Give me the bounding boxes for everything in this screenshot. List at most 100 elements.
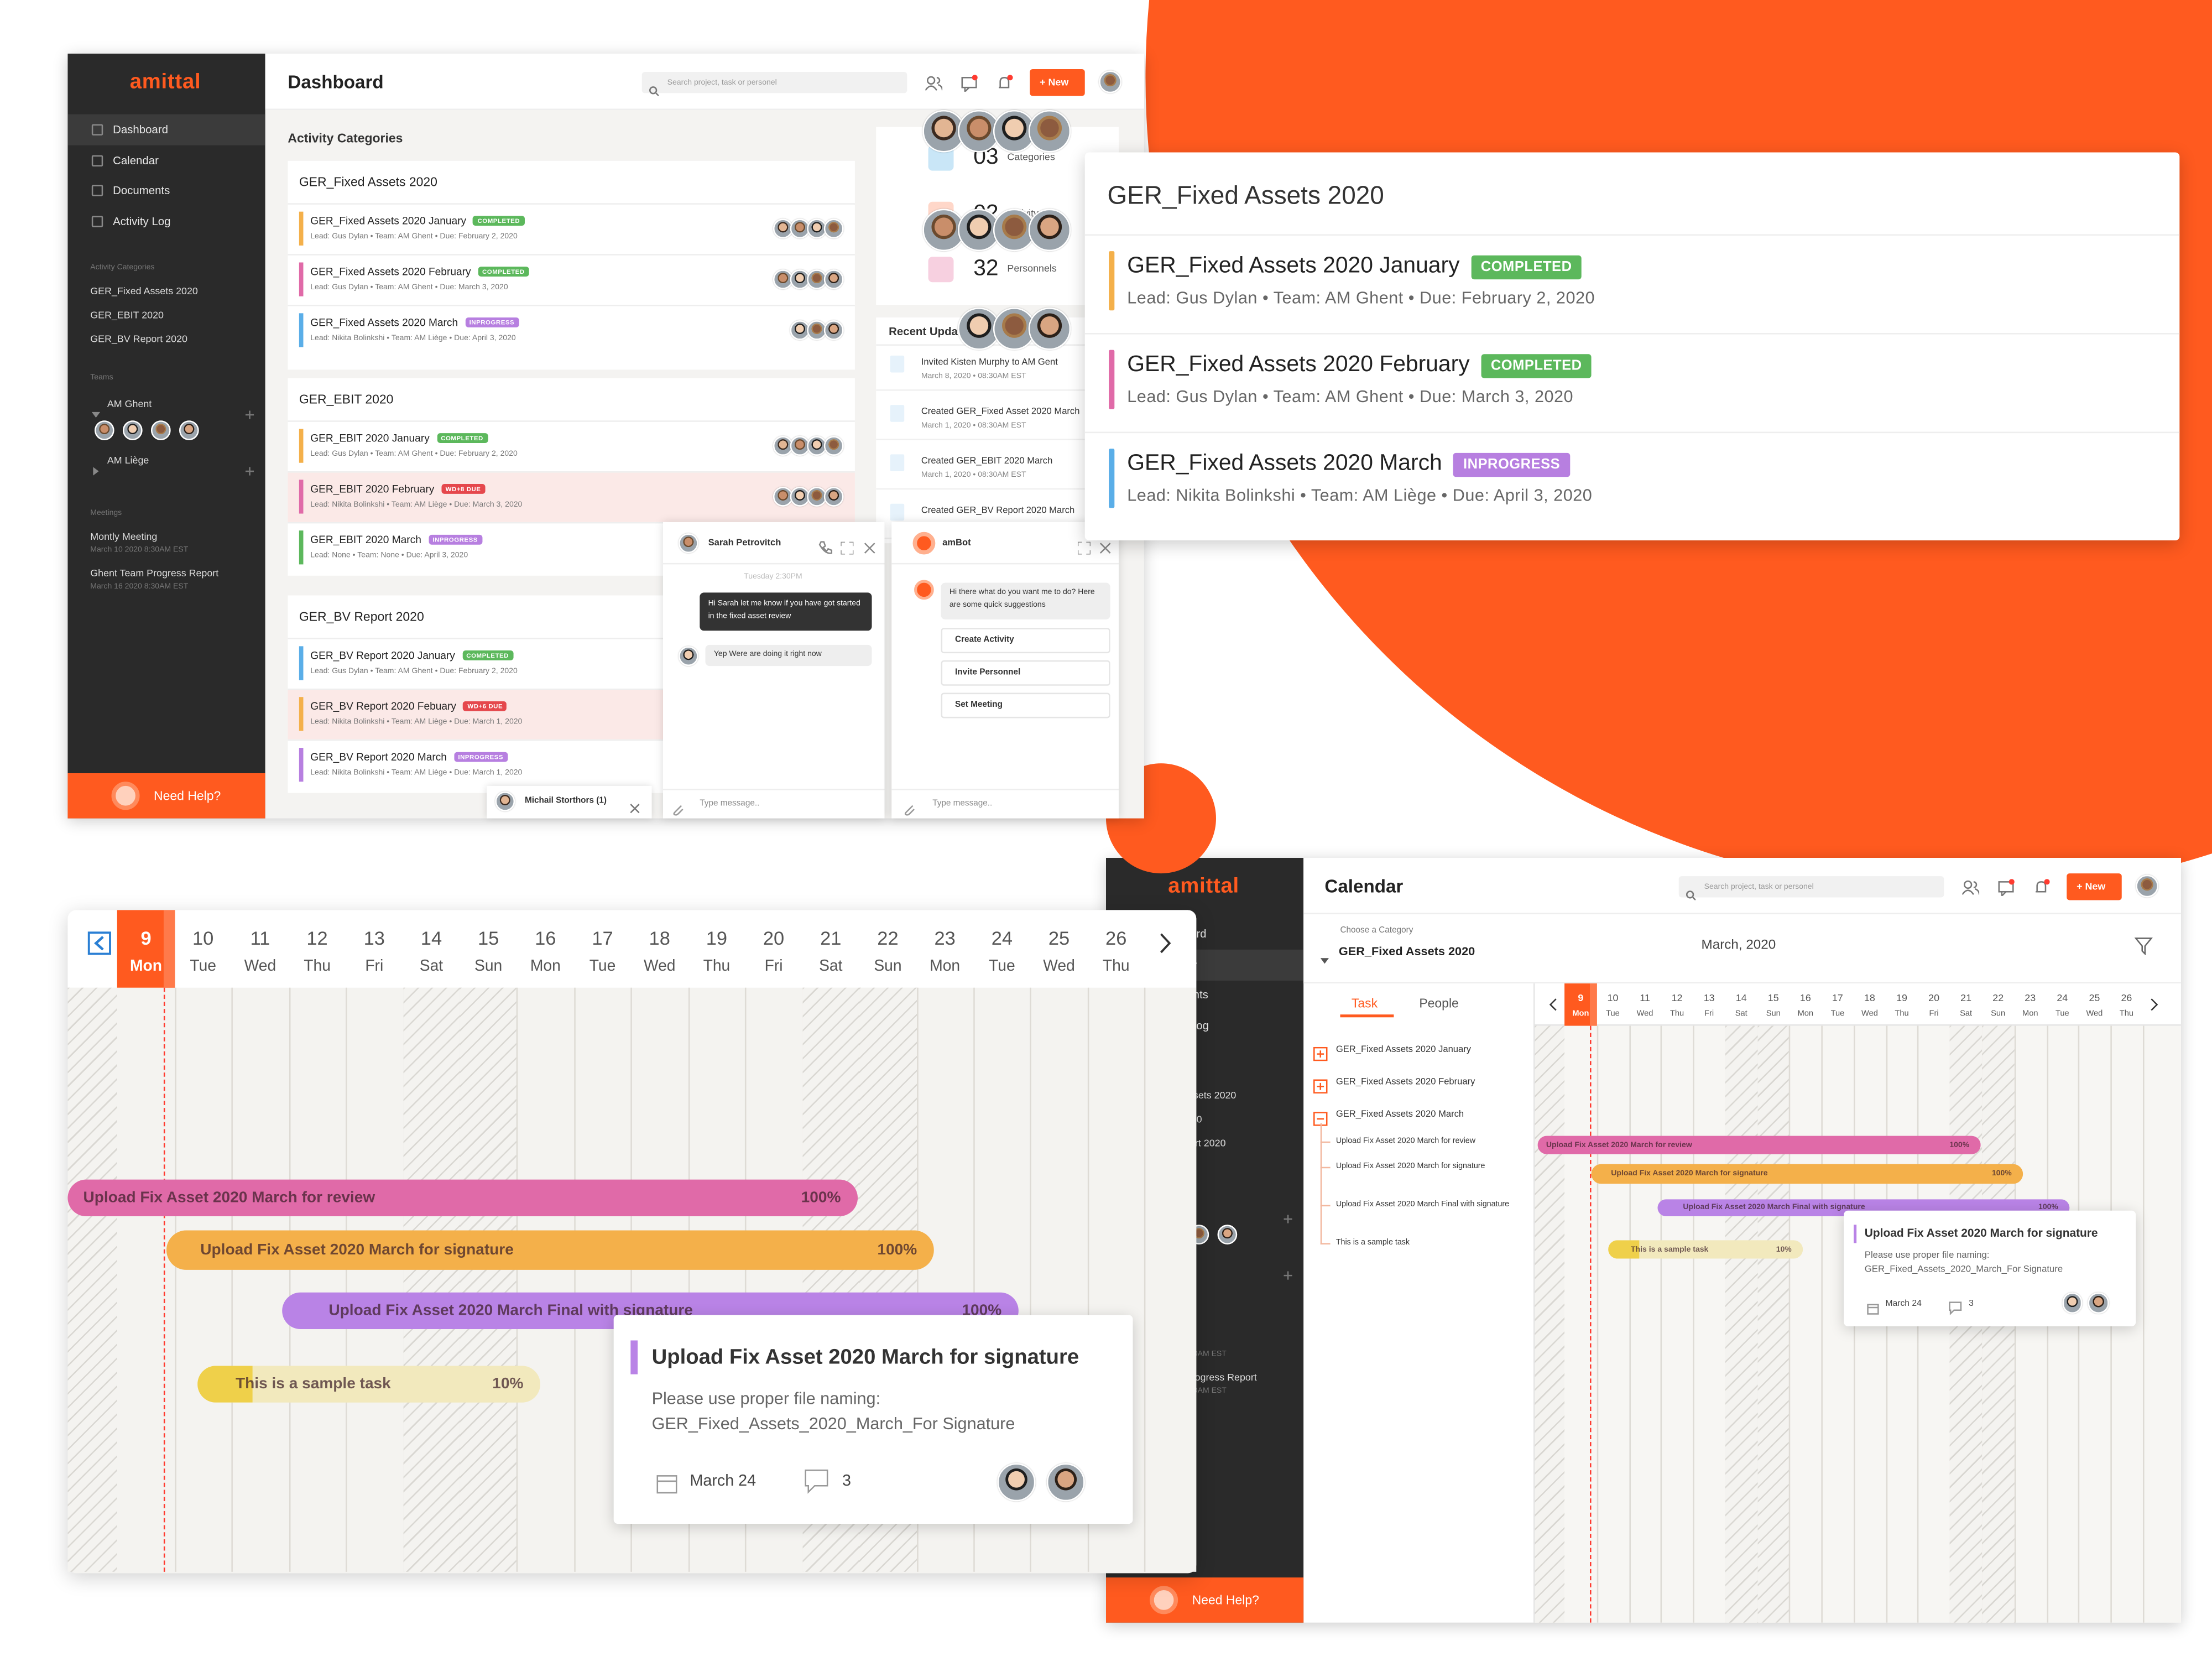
bot-input[interactable]: Type message.. bbox=[932, 800, 993, 809]
tab[interactable]: People bbox=[1419, 996, 1459, 1011]
weekday: Tue bbox=[989, 957, 1015, 975]
popup-comments: 3 bbox=[842, 1473, 851, 1490]
close-icon bbox=[629, 796, 640, 814]
minimized-chat-name[interactable]: Michail Storthors (1) bbox=[524, 797, 607, 806]
avatar bbox=[1028, 209, 1071, 252]
add-icon bbox=[245, 400, 254, 419]
weekday: Thu bbox=[2119, 1009, 2134, 1018]
sidebar-category[interactable]: GER_EBIT 2020 bbox=[90, 311, 164, 321]
tree-item[interactable]: GER_Fixed Assets 2020 March bbox=[1335, 1110, 1464, 1120]
task-bar[interactable]: Upload Fix Asset 2020 March for signatur… bbox=[166, 1230, 934, 1270]
item-title-row[interactable]: GER_Fixed Assets 2020 January COMPLETED bbox=[310, 213, 524, 227]
item-title-row[interactable]: GER_EBIT 2020 February WD+8 DUE bbox=[310, 481, 486, 496]
chat-input[interactable]: Type message.. bbox=[700, 800, 760, 809]
sidebar-category[interactable]: GER_Fixed Assets 2020 bbox=[90, 287, 198, 297]
update-icon bbox=[890, 503, 905, 521]
item-meta: Lead: Gus Dylan • Team: AM Ghent • Due: … bbox=[310, 232, 518, 242]
tree-line bbox=[1320, 1123, 1322, 1244]
weekday: Fri bbox=[764, 957, 783, 975]
item-title-row[interactable]: GER_Fixed Assets 2020 March INPROGRESS bbox=[1127, 450, 1571, 478]
divider bbox=[662, 563, 885, 565]
search-box[interactable] bbox=[1678, 876, 1944, 898]
task-bar[interactable]: Upload Fix Asset 2020 March for signatur… bbox=[1591, 1164, 2023, 1184]
tree-subitem[interactable]: Upload Fix Asset 2020 March for signatur… bbox=[1335, 1163, 1485, 1171]
item-meta: Lead: Nikita Bolinkshi • Team: AM Liège … bbox=[310, 769, 523, 778]
item-title-row[interactable]: GER_Fixed Assets 2020 March INPROGRESS bbox=[310, 315, 519, 329]
icon-graphic bbox=[2036, 879, 2050, 893]
header-icon bbox=[1997, 878, 2015, 898]
logo: amittal bbox=[129, 70, 201, 94]
recent-updates-title: Recent Updates bbox=[889, 325, 974, 338]
item-title-row[interactable]: GER_Fixed Assets 2020 February COMPLETED bbox=[1127, 351, 1592, 379]
icon-graphic bbox=[87, 931, 111, 955]
item-title-row[interactable]: GER_BV Report 2020 January COMPLETED bbox=[310, 648, 513, 662]
day-number: 21 bbox=[820, 927, 842, 949]
item-title-row[interactable]: GER_EBIT 2020 March INPROGRESS bbox=[310, 532, 482, 546]
bot-name: amBot bbox=[942, 538, 971, 549]
minimized-chat[interactable]: Michail Storthors (1) bbox=[487, 785, 652, 819]
tree-item[interactable]: GER_Fixed Assets 2020 January bbox=[1335, 1045, 1472, 1055]
update-time: March 1, 2020 • 08:30AM EST bbox=[921, 471, 1026, 480]
item-title-row[interactable]: GER_BV Report 2020 Febuary WD+6 DUE bbox=[310, 699, 507, 713]
meeting-title[interactable]: Ghent Team Progress Report bbox=[90, 569, 219, 580]
new-button-label[interactable]: + New bbox=[1040, 77, 1069, 88]
icon-graphic bbox=[999, 75, 1013, 88]
next-arrow bbox=[1157, 931, 1174, 955]
header-icon bbox=[2033, 878, 2050, 895]
task-bar[interactable]: Upload Fix Asset 2020 March for review 10… bbox=[1537, 1136, 1981, 1154]
help-bar[interactable] bbox=[67, 773, 265, 819]
team-name[interactable]: AM Liège bbox=[107, 456, 149, 467]
nav-item[interactable]: Calendar bbox=[113, 154, 159, 167]
help-bar[interactable] bbox=[1106, 1577, 1304, 1623]
today-header-edge bbox=[1590, 983, 1597, 1026]
tree-subitem[interactable]: Upload Fix Asset 2020 March for review bbox=[1335, 1137, 1476, 1146]
status-badge: INPROGRESS bbox=[1453, 452, 1571, 476]
new-button[interactable]: + New bbox=[1030, 69, 1085, 96]
avatar bbox=[823, 320, 844, 340]
bot-window: amBot Hi there what do you want me to do?… bbox=[891, 522, 1119, 819]
status-badge: INPROGRESS bbox=[453, 751, 508, 762]
quick-option[interactable]: Set Meeting bbox=[941, 692, 1110, 718]
avatar bbox=[1217, 1225, 1238, 1244]
tree-subitem[interactable]: Upload Fix Asset 2020 March Final with s… bbox=[1335, 1200, 1510, 1210]
nav-icon bbox=[91, 216, 103, 227]
team-name[interactable]: AM Ghent bbox=[107, 400, 152, 410]
quick-option-label[interactable]: Invite Personnel bbox=[955, 669, 1021, 678]
nav-item[interactable]: Activity Log bbox=[113, 215, 171, 228]
item-title-row[interactable]: GER_Fixed Assets 2020 February COMPLETED bbox=[310, 264, 529, 278]
quick-option-label[interactable]: Create Activity bbox=[955, 636, 1014, 645]
tree-toggle bbox=[1313, 1075, 1328, 1094]
item-title-row[interactable]: GER_Fixed Assets 2020 January COMPLETED bbox=[1127, 253, 1582, 281]
tree-item[interactable]: GER_Fixed Assets 2020 February bbox=[1335, 1077, 1475, 1087]
weekday: Sat bbox=[1960, 1009, 1973, 1018]
help-text[interactable]: Need Help? bbox=[1192, 1593, 1259, 1607]
column-line bbox=[289, 987, 290, 1572]
meeting-title[interactable]: Montly Meeting bbox=[90, 533, 158, 543]
nav-item[interactable]: Documents bbox=[113, 184, 170, 197]
new-button-label[interactable]: + New bbox=[2077, 882, 2106, 892]
category-label: Choose a Category bbox=[1340, 927, 1413, 936]
sidebar-category[interactable]: GER_BV Report 2020 bbox=[90, 335, 187, 345]
update-icon bbox=[890, 454, 905, 472]
help-text[interactable]: Need Help? bbox=[154, 789, 221, 803]
tab[interactable]: Task bbox=[1351, 996, 1378, 1011]
search-box[interactable] bbox=[641, 72, 907, 93]
status-badge: INPROGRESS bbox=[428, 534, 482, 544]
new-button[interactable]: + New bbox=[2067, 873, 2122, 900]
category-select[interactable]: GER_Fixed Assets 2020 bbox=[1338, 943, 1475, 957]
column-line bbox=[688, 987, 690, 1572]
quick-option-label[interactable]: Set Meeting bbox=[955, 701, 1003, 710]
task-bar[interactable]: Upload Fix Asset 2020 March for review 10… bbox=[67, 1179, 858, 1216]
task-bar[interactable]: This is a sample task 10% bbox=[197, 1366, 541, 1403]
quick-option[interactable]: Invite Personnel bbox=[941, 660, 1110, 686]
item-title-row[interactable]: GER_EBIT 2020 January COMPLETED bbox=[310, 430, 488, 445]
task-bar[interactable]: This is a sample task 10% bbox=[1608, 1240, 1803, 1259]
tree-subitem[interactable]: This is a sample task bbox=[1335, 1238, 1410, 1248]
item-title-row[interactable]: GER_BV Report 2020 March INPROGRESS bbox=[310, 749, 508, 764]
item-meta: Lead: Nikita Bolinkshi • Team: AM Liège … bbox=[310, 501, 523, 509]
nav-item[interactable]: Dashboard bbox=[113, 123, 168, 137]
tree-branch bbox=[1320, 1205, 1331, 1207]
status-badge: COMPLETED bbox=[436, 432, 488, 442]
quick-option[interactable]: Create Activity bbox=[941, 628, 1110, 654]
day-number: 16 bbox=[535, 927, 556, 949]
